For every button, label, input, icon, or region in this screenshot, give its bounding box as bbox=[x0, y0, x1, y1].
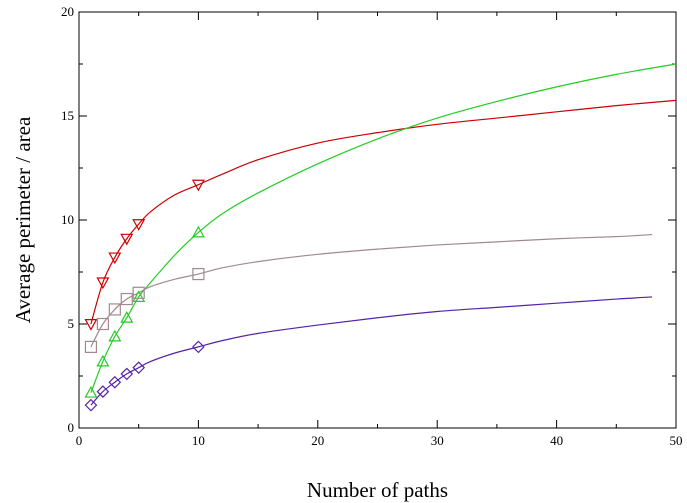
fit-curve bbox=[90, 296, 653, 406]
triangle-up-marker bbox=[120, 311, 134, 323]
triangle-up-marker bbox=[96, 354, 110, 367]
data-markers bbox=[84, 179, 205, 412]
diamond-marker bbox=[108, 375, 122, 389]
x-tick-label: 10 bbox=[192, 433, 205, 448]
y-tick-label: 0 bbox=[68, 420, 75, 435]
x-tick-label: 50 bbox=[670, 433, 683, 448]
square-marker bbox=[96, 317, 109, 331]
y-tick-label: 20 bbox=[61, 4, 74, 19]
triangle-up-marker bbox=[132, 290, 146, 302]
square-marker bbox=[192, 267, 205, 281]
plot-frame bbox=[78, 11, 677, 429]
y-tick-label: 15 bbox=[61, 108, 74, 123]
x-axis-label: Number of paths bbox=[307, 478, 448, 502]
triangle-down-marker bbox=[84, 319, 98, 331]
square-marker bbox=[120, 292, 133, 306]
x-tick-label: 0 bbox=[76, 433, 83, 448]
y-tick-label: 5 bbox=[68, 316, 75, 331]
triangle-down-marker bbox=[108, 252, 122, 265]
triangle-up-marker bbox=[108, 329, 122, 342]
y-tick-label: 10 bbox=[61, 212, 74, 227]
x-tick-label: 30 bbox=[431, 433, 444, 448]
triangle-down-marker bbox=[96, 277, 110, 290]
square-marker bbox=[108, 303, 121, 316]
x-tick-label: 40 bbox=[550, 433, 563, 448]
diamond-marker bbox=[84, 398, 98, 412]
y-axis-label: Average perimeter / area bbox=[11, 116, 35, 323]
fit-curve bbox=[90, 63, 677, 393]
diamond-marker bbox=[120, 367, 134, 381]
diamond-marker bbox=[96, 385, 110, 398]
fit-curves bbox=[90, 63, 677, 406]
diamond-marker bbox=[192, 340, 205, 354]
triangle-up-marker bbox=[84, 385, 98, 398]
axis-ticks: 0 10 20 30 40 50 0 5 10 15 20 bbox=[61, 4, 683, 448]
triangle-down-marker bbox=[120, 233, 134, 246]
triangle-down-marker bbox=[191, 179, 205, 192]
square-marker bbox=[132, 286, 145, 299]
square-marker bbox=[84, 340, 98, 353]
triangle-down-marker bbox=[132, 219, 146, 231]
diamond-marker bbox=[132, 361, 146, 375]
x-tick-label: 20 bbox=[311, 433, 324, 448]
fit-curve bbox=[90, 99, 677, 325]
triangle-up-marker bbox=[191, 225, 205, 238]
fit-curve bbox=[90, 233, 653, 348]
